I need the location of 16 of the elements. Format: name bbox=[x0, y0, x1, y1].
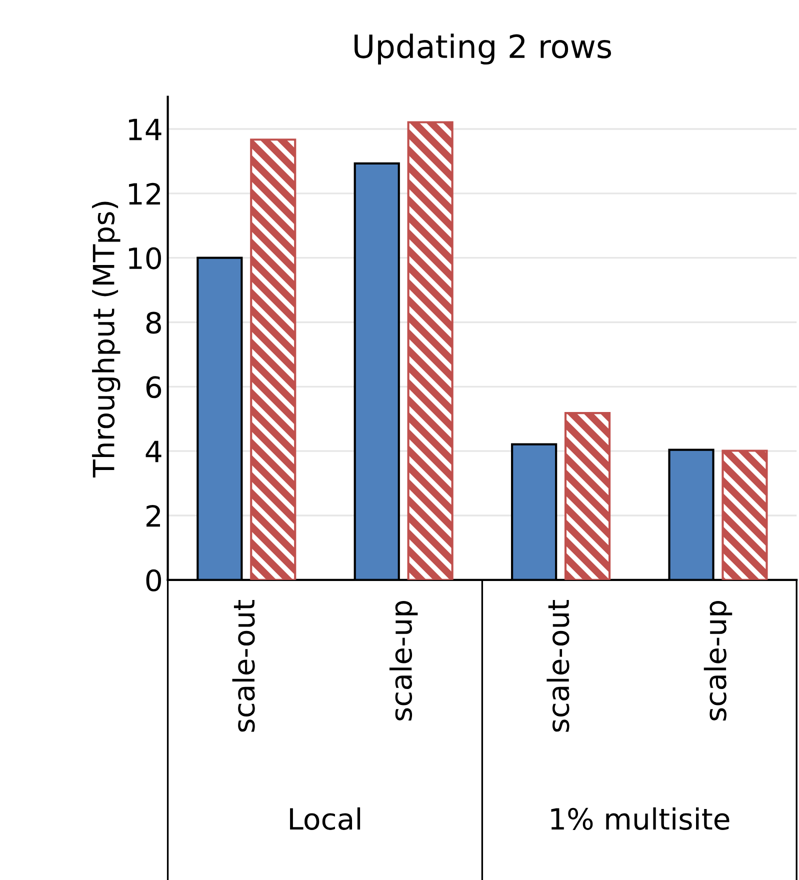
y-tick-label: 10 bbox=[129, 247, 161, 270]
x-tick-label: scale-up bbox=[704, 600, 732, 720]
y-tick-label: 14 bbox=[129, 118, 162, 140]
text: Local bbox=[290, 807, 360, 830]
x-tick-label: scale-up bbox=[389, 600, 418, 720]
x-tick-label: scale-out bbox=[546, 600, 570, 732]
y-tick-label: 0 bbox=[146, 569, 161, 592]
y-axis-title: Throughput (MTps) bbox=[92, 202, 120, 478]
y-tick-label: 12 bbox=[129, 182, 160, 205]
chart-title: Updating 2 rows bbox=[354, 34, 612, 65]
y-tick-label: 8 bbox=[146, 312, 161, 334]
y-tick-label: 4 bbox=[146, 440, 162, 462]
x-tick-label: scale-out bbox=[232, 600, 255, 732]
y-tick-label: 6 bbox=[146, 376, 162, 398]
y-tick-label: 2 bbox=[146, 504, 160, 527]
text: 1% multisite bbox=[551, 807, 730, 830]
